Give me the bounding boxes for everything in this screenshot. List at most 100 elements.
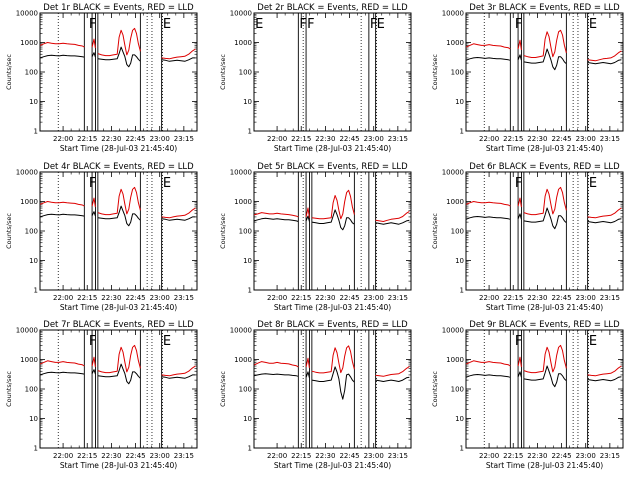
series-lld-line [91,356,96,367]
flag-letter: E [163,17,171,32]
series-lld-line [40,360,85,367]
series-lld-line [517,197,522,208]
y-tick-label: 100 [239,69,252,77]
flag-letter: F [515,334,522,349]
x-tick-label: 22:00 [267,294,287,302]
series-events-line [40,54,85,59]
x-axis-label: Start Time (28-Jul-03 21:45:40) [274,303,391,312]
x-axis-label: Start Time (28-Jul-03 21:45:40) [486,303,603,312]
y-tick-label: 100 [239,386,252,394]
series-lld-line [91,197,96,208]
x-tick-label: 22:45 [339,135,359,143]
series-events-line [91,52,96,58]
x-tick-label: 22:30 [315,135,335,143]
y-tick-label: 1 [248,128,252,136]
y-tick-label: 1 [460,445,464,453]
panel-title: Det 6r BLACK = Events, RED = LLD [469,162,620,172]
y-tick-label: 100 [25,386,38,394]
plot-area [254,172,410,290]
series-lld-line [305,207,310,218]
x-tick-label: 23:00 [150,135,170,143]
flag-letter: F [515,17,522,32]
series-events-line [311,209,355,231]
series-events-line [305,371,310,378]
x-tick-label: 22:00 [267,135,287,143]
series-lld-line [466,43,511,50]
y-axis-label: Counts/sec [5,371,13,407]
series-events-line [587,218,622,224]
series-lld-line [97,27,141,57]
series-events-line [91,211,96,217]
y-axis-label: Counts/sec [5,213,13,249]
series-events-line [587,59,622,65]
series-lld-line [305,357,310,368]
x-tick-label: 22:45 [551,294,571,302]
x-tick-label: 22:30 [527,294,547,302]
y-tick-label: 1000 [234,356,252,364]
x-axis-label: Start Time (28-Jul-03 21:45:40) [60,303,177,312]
x-axis-label: Start Time (28-Jul-03 21:45:40) [60,144,177,153]
y-tick-label: 10 [243,415,252,423]
x-tick-label: 22:30 [527,452,547,460]
panel-title: Det 7r BLACK = Events, RED = LLD [43,320,194,330]
y-tick-label: 10000 [442,327,464,335]
flag-letter: E [255,17,263,32]
series-events-line [466,374,511,378]
flag-letter: E [377,17,385,32]
detector-panel: Det 3r BLACK = Events, RED = LLD Counts/s… [431,3,624,153]
y-axis-label: Counts/sec [219,213,227,249]
plot-frame [465,171,624,291]
x-tick-label: 23:15 [388,135,408,143]
x-tick-label: 22:15 [503,452,523,460]
x-tick-label: 23:00 [364,294,384,302]
series-lld-line [40,201,85,207]
y-tick-label: 1 [460,287,464,295]
y-tick-label: 100 [239,228,252,236]
y-tick-label: 1000 [446,198,464,206]
y-tick-label: 10 [455,98,464,106]
x-tick-label: 22:15 [291,135,311,143]
flag-letter: E [589,17,597,32]
x-tick-label: 22:00 [267,452,287,460]
y-tick-label: 10 [29,257,38,265]
plot-frame [465,12,624,132]
x-tick-label: 22:15 [77,452,97,460]
x-tick-label: 22:30 [101,294,121,302]
y-tick-label: 10000 [230,327,252,335]
x-tick-label: 23:00 [576,135,596,143]
plot-frame [465,329,624,449]
x-tick-label: 23:15 [388,452,408,460]
x-tick-label: 22:45 [125,294,145,302]
flag-letter: F [89,17,96,32]
y-tick-label: 1 [460,128,464,136]
series-events-line [161,374,196,379]
series-lld-line [466,201,511,207]
series-lld-line [517,356,522,367]
y-axis-label: Counts/sec [219,371,227,407]
y-tick-label: 1000 [446,356,464,364]
detector-panel: Det 5r BLACK = Events, RED = LLD Counts/s… [219,162,412,312]
panel-title: Det 9r BLACK = Events, RED = LLD [469,320,620,330]
x-tick-label: 22:00 [53,452,73,460]
flag-letter: F [307,17,314,32]
series-lld-line [523,29,567,58]
series-events-line [97,46,141,68]
y-tick-label: 10 [243,257,252,265]
series-events-line [254,217,299,222]
series-lld-line [466,360,511,367]
series-lld-line [375,366,410,377]
x-tick-label: 22:15 [503,294,523,302]
x-tick-label: 22:15 [77,135,97,143]
x-tick-label: 22:30 [527,135,547,143]
x-tick-label: 22:45 [125,135,145,143]
y-tick-label: 10000 [442,169,464,177]
series-lld-line [523,186,567,216]
series-lld-line [254,212,299,218]
panel-title: Det 5r BLACK = Events, RED = LLD [257,162,408,172]
x-tick-label: 23:00 [576,452,596,460]
series-lld-line [311,189,355,220]
x-tick-label: 22:30 [101,135,121,143]
y-tick-label: 10 [455,415,464,423]
x-tick-label: 22:30 [315,452,335,460]
y-tick-label: 1000 [234,39,252,47]
